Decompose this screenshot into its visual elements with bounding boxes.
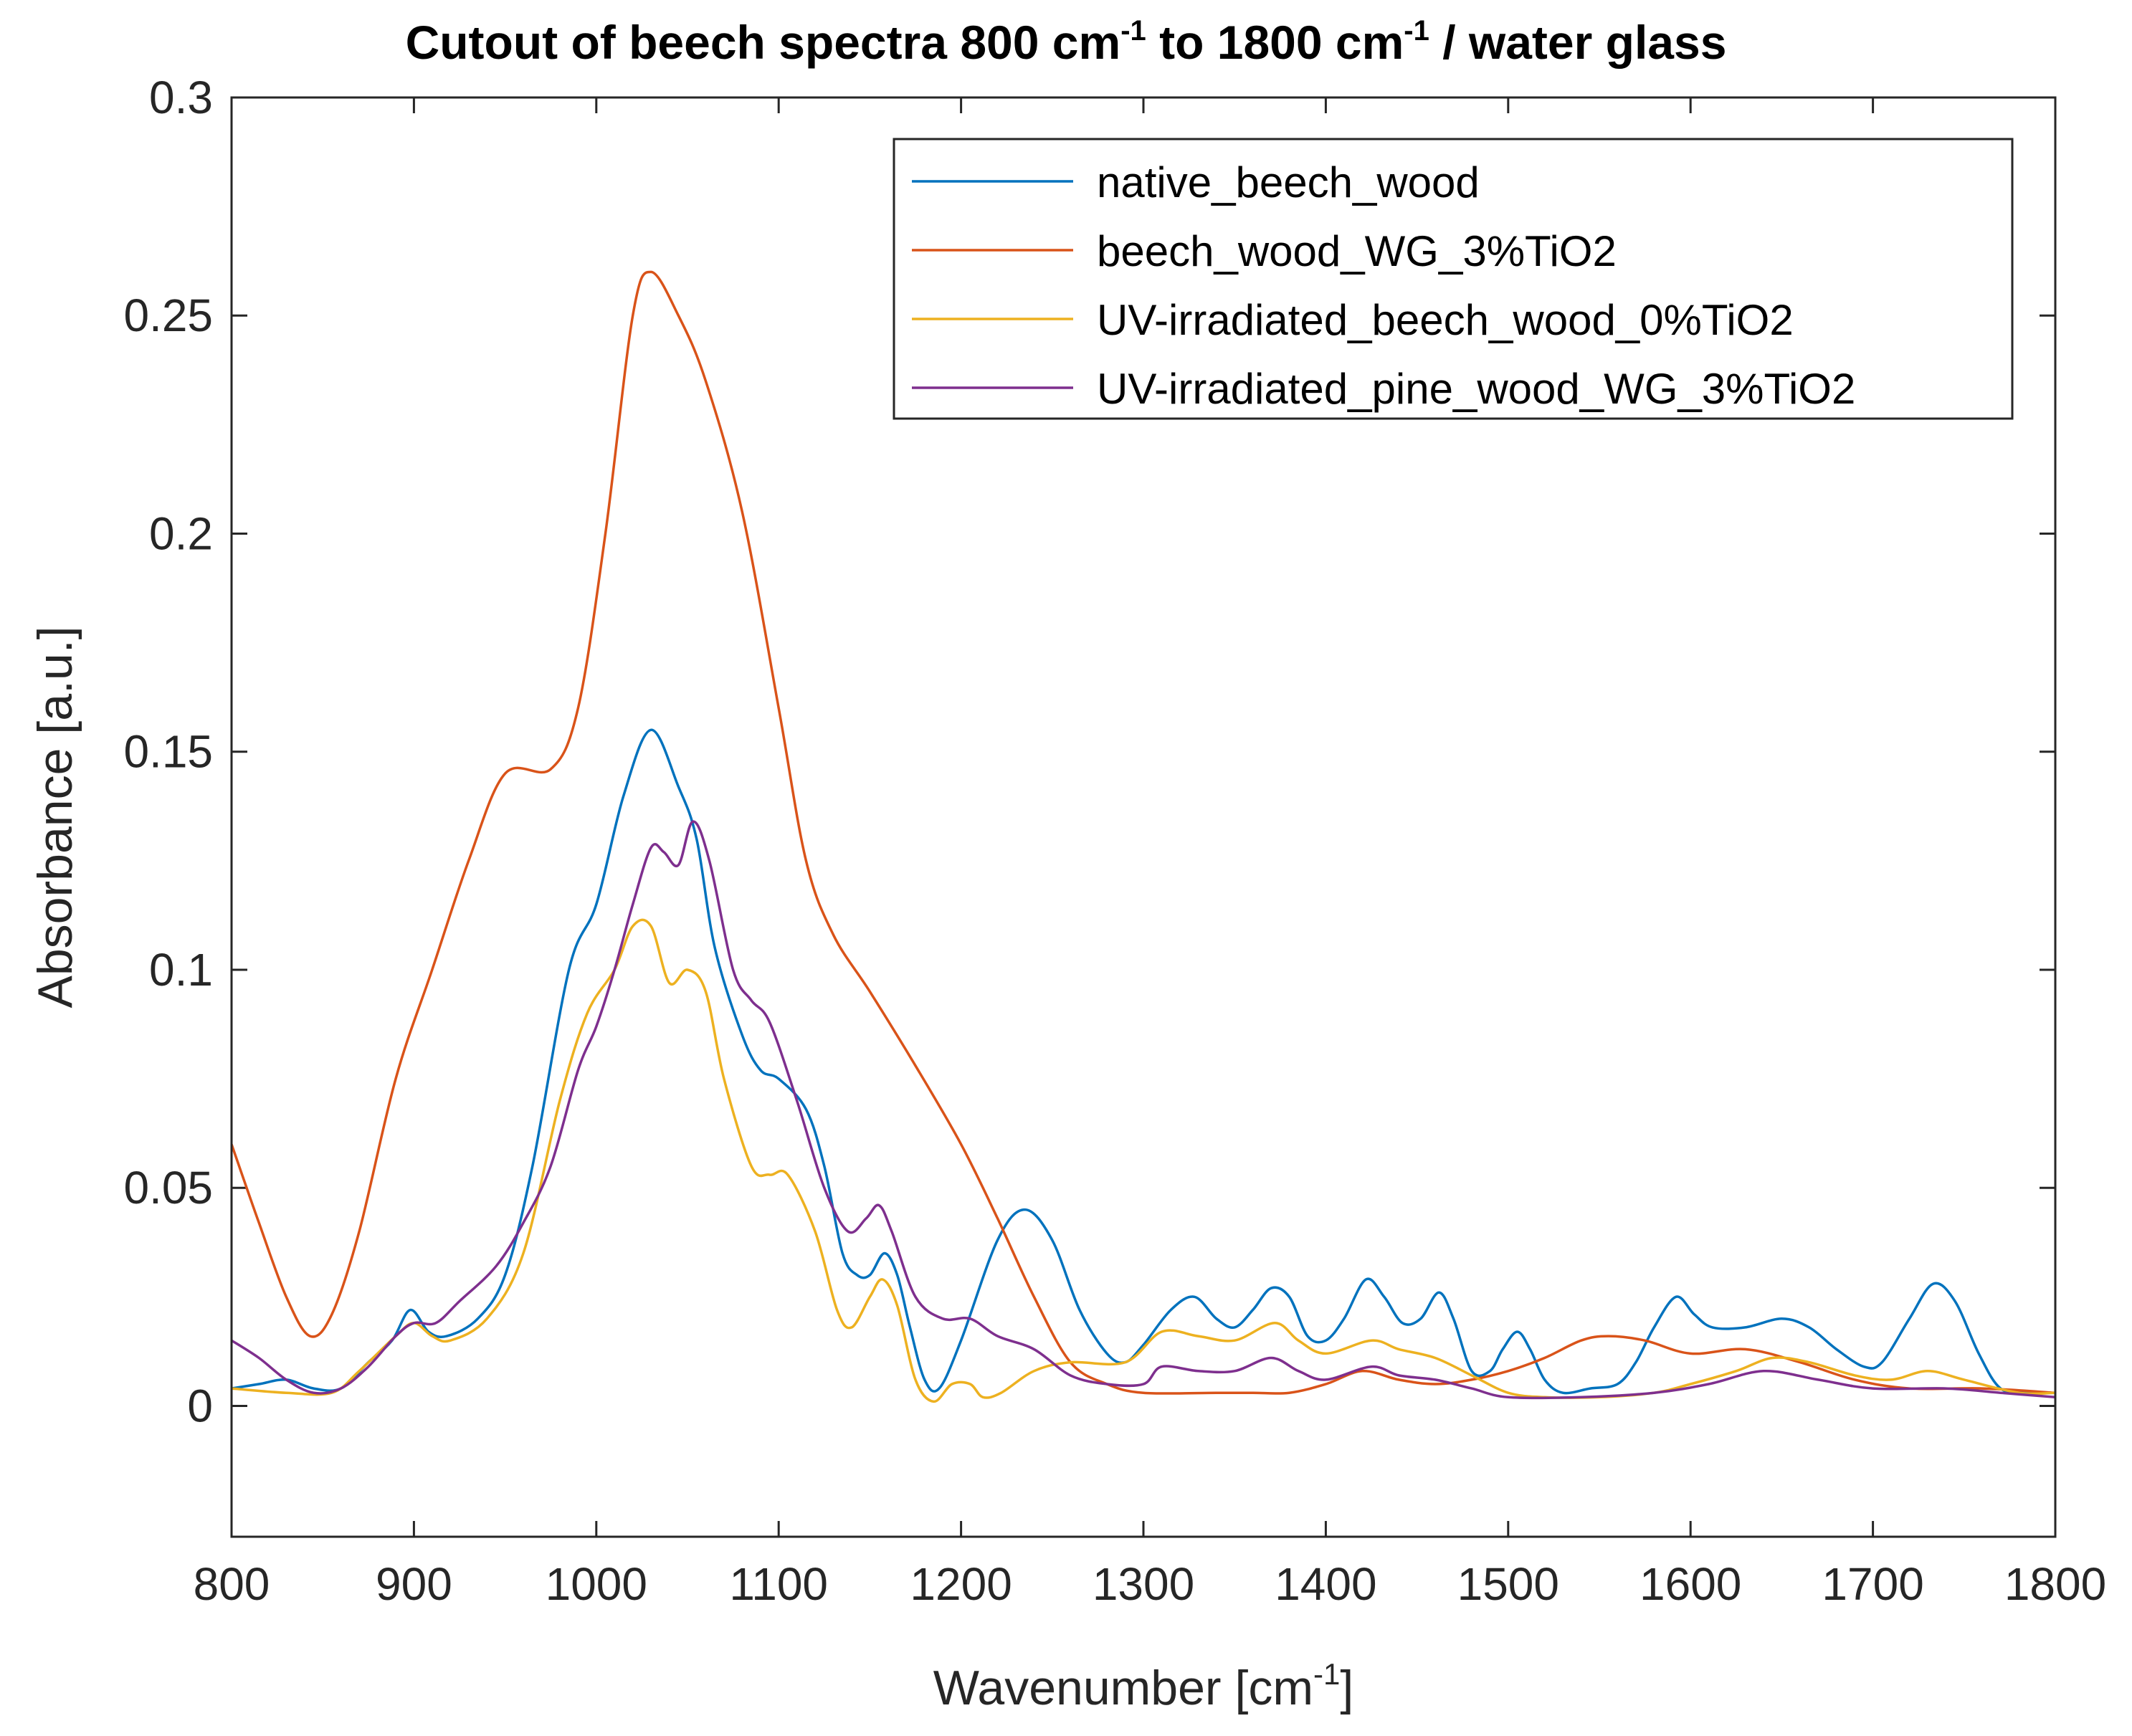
- x-tick-label: 1300: [1093, 1558, 1194, 1610]
- y-axis-ticks: 0 0.05 0.1 0.15 0.2 0.25 0.3: [123, 72, 2055, 1431]
- x-tick-label: 1500: [1457, 1558, 1559, 1610]
- series-line-1: [230, 270, 2056, 1395]
- series-lines: [230, 270, 2056, 1403]
- legend-box: [893, 138, 2014, 420]
- legend-label-2: UV-irradiated_beech_wood_0%TiO2: [1097, 296, 1794, 344]
- y-tick-label: 0.15: [123, 726, 213, 778]
- x-axis-label-text: Wavenumber [cm: [933, 1661, 1313, 1715]
- y-tick-label: 0.05: [123, 1162, 213, 1213]
- x-tick-label: 1700: [1822, 1558, 1923, 1610]
- x-tick-label: 1200: [910, 1558, 1012, 1610]
- chart-title-text-2: to 1800 cm: [1146, 16, 1404, 69]
- x-tick-label: 800: [194, 1558, 270, 1610]
- legend: native_beech_wood beech_wood_WG_3%TiO2 UV-…: [893, 138, 2014, 420]
- legend-label-1: beech_wood_WG_3%TiO2: [1097, 227, 1617, 275]
- chart-title-text-1: Cutout of beech spectra 800 cm: [406, 16, 1121, 69]
- y-tick-label: 0: [187, 1380, 213, 1431]
- chart-title-text-3: / water glass: [1429, 16, 1727, 69]
- x-axis-label: Wavenumber [cm-1]: [933, 1657, 1354, 1715]
- y-axis-label: Absorbance [a.u.]: [28, 626, 82, 1008]
- y-tick-label: 0.3: [149, 72, 213, 123]
- legend-label-0: native_beech_wood: [1097, 158, 1480, 206]
- series-line-3: [231, 820, 2056, 1400]
- x-axis-ticks: 800 900 1000 1100 1200 1300 1400 1500 1600 1700 18…: [194, 97, 2106, 1610]
- y-tick-label: 0.25: [123, 290, 213, 341]
- x-tick-label: 1100: [729, 1558, 828, 1610]
- legend-label-3: UV-irradiated_pine_wood_WG_3%TiO2: [1097, 365, 1855, 413]
- y-tick-label: 0.2: [149, 507, 213, 559]
- x-axis-label-end: ]: [1340, 1661, 1353, 1715]
- chart-title-sup-2: -1: [1404, 15, 1429, 47]
- plot-frame: [230, 96, 2057, 1538]
- chart-title-sup-1: -1: [1120, 15, 1146, 47]
- x-tick-label: 1400: [1275, 1558, 1376, 1610]
- x-tick-label: 900: [376, 1558, 452, 1610]
- x-axis-label-sup: -1: [1313, 1657, 1340, 1691]
- x-tick-label: 1800: [2004, 1558, 2106, 1610]
- x-tick-label: 1600: [1640, 1558, 1741, 1610]
- y-tick-label: 0.1: [149, 944, 213, 996]
- chart-title: Cutout of beech spectra 800 cm-1 to 1800…: [406, 15, 1727, 69]
- x-tick-label: 1000: [546, 1558, 647, 1610]
